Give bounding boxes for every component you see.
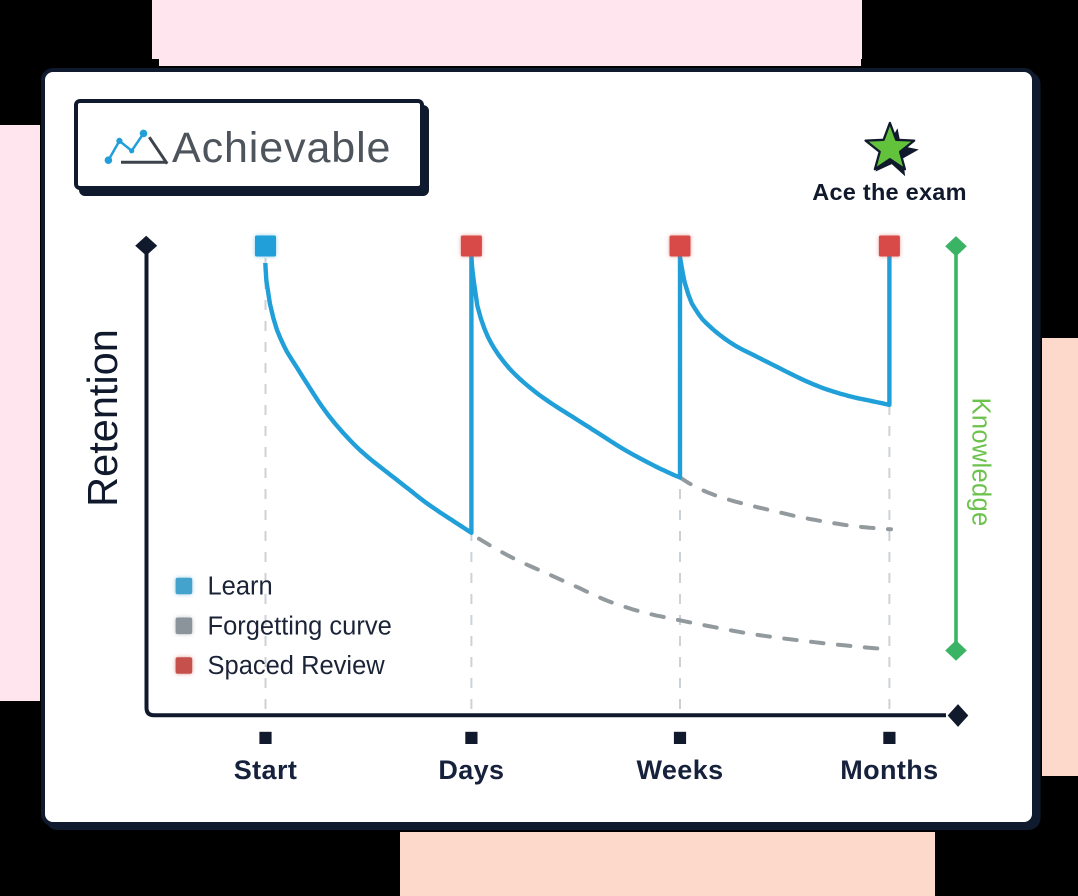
svg-text:Forgetting curve: Forgetting curve (208, 612, 392, 640)
svg-text:Knowledge: Knowledge (967, 398, 995, 527)
svg-text:Days: Days (438, 755, 504, 785)
svg-text:Start: Start (234, 755, 298, 785)
svg-text:Spaced Review: Spaced Review (208, 652, 386, 680)
svg-text:Ace the exam: Ace the exam (812, 179, 967, 205)
svg-text:Months: Months (840, 755, 938, 785)
svg-text:Weeks: Weeks (636, 755, 723, 785)
svg-text:Retention: Retention (79, 329, 126, 507)
svg-text:Learn: Learn (208, 573, 273, 601)
